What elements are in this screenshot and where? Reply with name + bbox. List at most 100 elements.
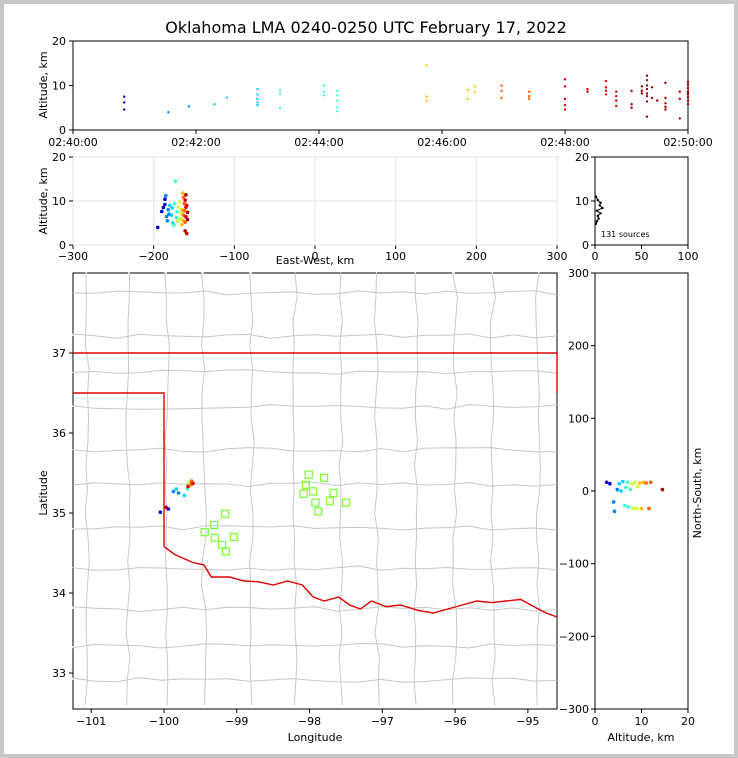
source-point xyxy=(164,505,168,510)
source-point xyxy=(322,90,326,93)
source-point xyxy=(177,200,182,204)
figure: Oklahoma LMA 0240-0250 UTC February 17, … xyxy=(4,4,734,754)
altitude-tick-label: 0 xyxy=(592,715,599,728)
source-point xyxy=(336,89,339,93)
county-line xyxy=(72,606,558,613)
source-point xyxy=(604,79,608,83)
source-point xyxy=(650,86,654,89)
source-point xyxy=(184,193,188,197)
source-point xyxy=(686,80,690,84)
altitude-tick-label: 10 xyxy=(575,195,589,208)
longitude-tick-label: −97 xyxy=(371,715,394,728)
county-line xyxy=(292,272,298,706)
source-point xyxy=(180,191,185,195)
time-tick-label: 02:48:00 xyxy=(540,136,589,149)
altitude-tick-label: 0 xyxy=(59,124,66,137)
eastwest-tick-label: −200 xyxy=(139,250,169,263)
source-point xyxy=(622,503,627,508)
source-point xyxy=(256,87,259,91)
source-point xyxy=(563,78,567,81)
source-point xyxy=(174,215,179,220)
northsouth-tick-label: 100 xyxy=(568,412,589,425)
source-point xyxy=(164,214,169,219)
source-point xyxy=(625,480,630,485)
county-line xyxy=(72,677,558,683)
source-point xyxy=(615,90,618,93)
source-point xyxy=(183,229,187,233)
source-point xyxy=(686,99,690,102)
source-point xyxy=(123,108,126,111)
county-line xyxy=(490,272,497,706)
longitude-xlabel: Longitude xyxy=(288,731,343,744)
eastwest-tick-label: −300 xyxy=(58,250,88,263)
source-point xyxy=(473,85,476,88)
source-point xyxy=(336,110,339,113)
source-point xyxy=(656,99,659,102)
source-point xyxy=(184,231,189,236)
county-line xyxy=(535,272,541,706)
time-tick-label: 02:50:00 xyxy=(663,136,712,149)
source-point xyxy=(586,90,589,93)
lma-station-marker xyxy=(329,488,338,498)
county-line xyxy=(84,272,90,706)
count-tick-label: 50 xyxy=(635,250,649,263)
source-point xyxy=(184,215,188,219)
source-point xyxy=(645,87,649,91)
source-point xyxy=(686,86,690,90)
source-point xyxy=(641,480,646,485)
source-point xyxy=(473,90,476,93)
lma-station-marker xyxy=(314,507,323,516)
source-point xyxy=(176,491,181,495)
latitude-ylabel: Latitude xyxy=(37,470,50,516)
count-tick-label: 0 xyxy=(592,250,599,263)
source-point xyxy=(633,480,637,485)
source-point xyxy=(563,108,567,111)
source-point xyxy=(527,94,531,98)
source-point xyxy=(172,201,177,206)
plan-view-frame xyxy=(72,272,558,710)
source-point xyxy=(425,64,428,67)
source-point xyxy=(686,83,690,86)
source-point xyxy=(635,484,640,489)
source-point xyxy=(621,479,625,484)
source-point xyxy=(184,203,189,208)
source-point xyxy=(183,198,187,202)
source-point xyxy=(336,94,339,97)
time-tick-label: 02:42:00 xyxy=(171,136,220,149)
source-point xyxy=(631,506,635,511)
northsouth-tick-label: 200 xyxy=(568,340,589,353)
source-point xyxy=(466,97,469,101)
source-point xyxy=(645,94,649,98)
source-point xyxy=(225,96,228,99)
source-point xyxy=(171,489,176,494)
county-line xyxy=(249,272,255,706)
lma-station-marker xyxy=(200,528,209,537)
longitude-tick-label: −99 xyxy=(225,715,248,728)
altitude-tick-label: 20 xyxy=(575,151,589,164)
source-point xyxy=(626,505,631,509)
source-point xyxy=(500,96,503,100)
county-line xyxy=(413,272,419,706)
source-point xyxy=(649,480,653,485)
source-point xyxy=(322,84,326,87)
eastwest-tick-label: 0 xyxy=(312,250,319,263)
source-point xyxy=(182,208,187,213)
source-point xyxy=(123,101,126,104)
source-point xyxy=(678,117,681,120)
source-point xyxy=(167,111,170,114)
source-point xyxy=(158,510,163,514)
source-point xyxy=(187,105,191,108)
northsouth-tick-label: −300 xyxy=(559,703,589,716)
source-point xyxy=(256,103,259,107)
source-point xyxy=(604,86,608,89)
lma-station-marker xyxy=(301,480,311,490)
source-point xyxy=(186,484,190,489)
source-point xyxy=(645,78,649,82)
source-point xyxy=(615,104,618,108)
source-point xyxy=(612,509,617,514)
lma-station-marker xyxy=(299,489,308,498)
altitude-tick-label: 10 xyxy=(635,715,649,728)
state-border-red-river xyxy=(163,546,558,618)
source-point xyxy=(173,179,178,183)
plan-view-panel: Longitude Latitude −101 −100 −99 −98 −97 −96 −… xyxy=(37,272,558,744)
